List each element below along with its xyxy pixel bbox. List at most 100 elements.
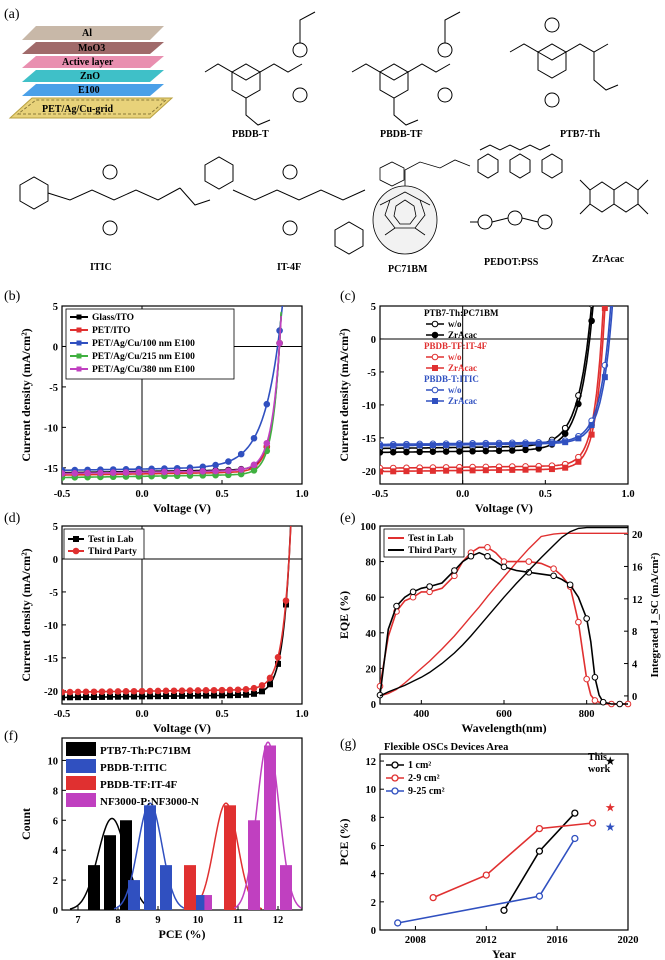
series-2-marker [282,597,290,604]
legend-swatch [66,793,96,807]
chart-c: (c) -0.5 0.0 0.5 1.0 -20 -15 -10 -5 0 5 Voltage (V)… [337,289,635,515]
this-work-star-1: ★ [605,754,616,768]
y-tick-label: 0 [371,926,376,937]
bar-4 [248,820,260,910]
eqe-marker [484,544,491,551]
series-1-marker [243,691,249,698]
eqe-marker [616,700,624,708]
series-5-marker [62,470,66,477]
legend-marker [431,353,439,361]
y-tick-label: 0 [371,700,376,711]
x-tick-label: 2020 [618,935,639,946]
stack-grid [16,99,168,115]
series-1-marker [267,681,273,688]
stack-label-5: E100 [78,85,100,96]
stack-label-4: ZnO [80,71,100,82]
molecule-label-ptb7-th: PTB7-Th [560,129,600,140]
series-1-marker [107,693,113,700]
series-2-marker [508,447,516,454]
series-2-marker [242,686,250,693]
stack-layer-3 [22,56,164,68]
series-2-marker [482,447,490,455]
series-2-marker [535,824,544,833]
plot-frame [61,305,303,485]
x-tick-label: 0.0 [456,489,469,500]
y2-tick-label: 12 [632,595,643,606]
series-6-marker [456,441,463,448]
x-tick-label: 2016 [547,935,568,946]
series-6-marker [575,435,582,442]
series-4-marker [403,468,410,475]
x-tick-label: -0.5 [54,489,71,500]
legend-group-title: PTB7-Th:PC71BM [424,308,499,318]
x-axis-label: Voltage (V) [475,501,533,515]
eqe-marker [500,563,508,571]
stack-label-2: MoO3 [78,43,105,54]
y-tick-label: 8 [53,786,58,797]
y-axis-label: Current density (mA/cm²) [19,548,33,681]
bar-1 [88,865,100,910]
y-tick-label: 2 [53,876,58,887]
series-4-marker [562,464,569,471]
series-5-marker [148,468,155,476]
integrated-jsc-line-1 [379,532,628,697]
chart-e: (e)400 600 800020406080100Wavelength(nm)EQ… [337,511,661,735]
bar-extra [196,895,205,910]
series-2-marker [106,688,114,695]
x-tick-label: 1.0 [295,709,308,720]
series-4-marker [443,467,450,474]
y-axis-label: Current density (mA/cm²) [337,328,351,461]
legend-label: NF3000-P:NF3000-N [100,796,199,808]
y-axis-label: PCE (%) [337,819,351,866]
legend-label: ZrAcac [448,396,477,406]
series-6-marker [535,440,542,447]
x-tick-label: -0.5 [54,709,71,720]
y2-tick-label: 20 [632,530,643,541]
y-tick-label: -20 [44,687,58,698]
y-tick-label: 10 [366,785,377,796]
y-tick-label: 6 [371,842,376,853]
y-tick-label: -5 [49,588,58,599]
series-1-marker [500,906,508,914]
series-1-marker [155,693,161,700]
series-3-marker [237,450,245,458]
y-tick-label: 100 [360,522,376,533]
series-2-marker [170,687,178,695]
plot-frame [379,753,629,931]
chart-g: (g) 2008 2012 2016 2020 0 2 4 6 8 10 12 Year PCE (%) F… [337,737,639,960]
legend-label: PET/Ag/Cu/215 nm E100 [92,352,195,362]
legend-marker [76,353,82,359]
series-line-2 [432,822,593,899]
series-6-marker [509,441,516,448]
series-6-marker [429,442,436,449]
series-4-marker [548,466,555,473]
eqe-marker [525,568,533,576]
x-tick-label: 1.0 [621,489,634,500]
y-tick-label: -10 [44,621,58,632]
series-6-marker [469,441,476,448]
series-2-marker [266,674,274,682]
series-2-marker [74,688,82,696]
y-tick-label: -20 [362,467,376,478]
series-4-marker [535,466,542,473]
bar-3 [184,865,196,910]
series-2-marker [122,688,130,695]
eqe-marker [426,588,433,596]
legend-swatch [66,776,96,790]
eqe-marker [525,558,533,565]
x-tick-label: -0.5 [372,489,389,500]
series-2-marker [429,893,437,902]
x-tick-label: 0.0 [135,489,148,500]
eqe-marker [467,552,475,560]
y-tick-label: 4 [371,870,377,881]
series-2-marker [495,447,503,455]
eqe-marker [484,552,491,560]
x-tick-label: 9 [155,915,160,926]
series-2-marker [429,448,437,456]
legend-marker [431,386,439,394]
series-line-1 [380,306,593,450]
legend-label: 1 cm² [408,760,431,771]
series-2-marker [482,871,490,879]
series-2-marker [210,686,218,694]
